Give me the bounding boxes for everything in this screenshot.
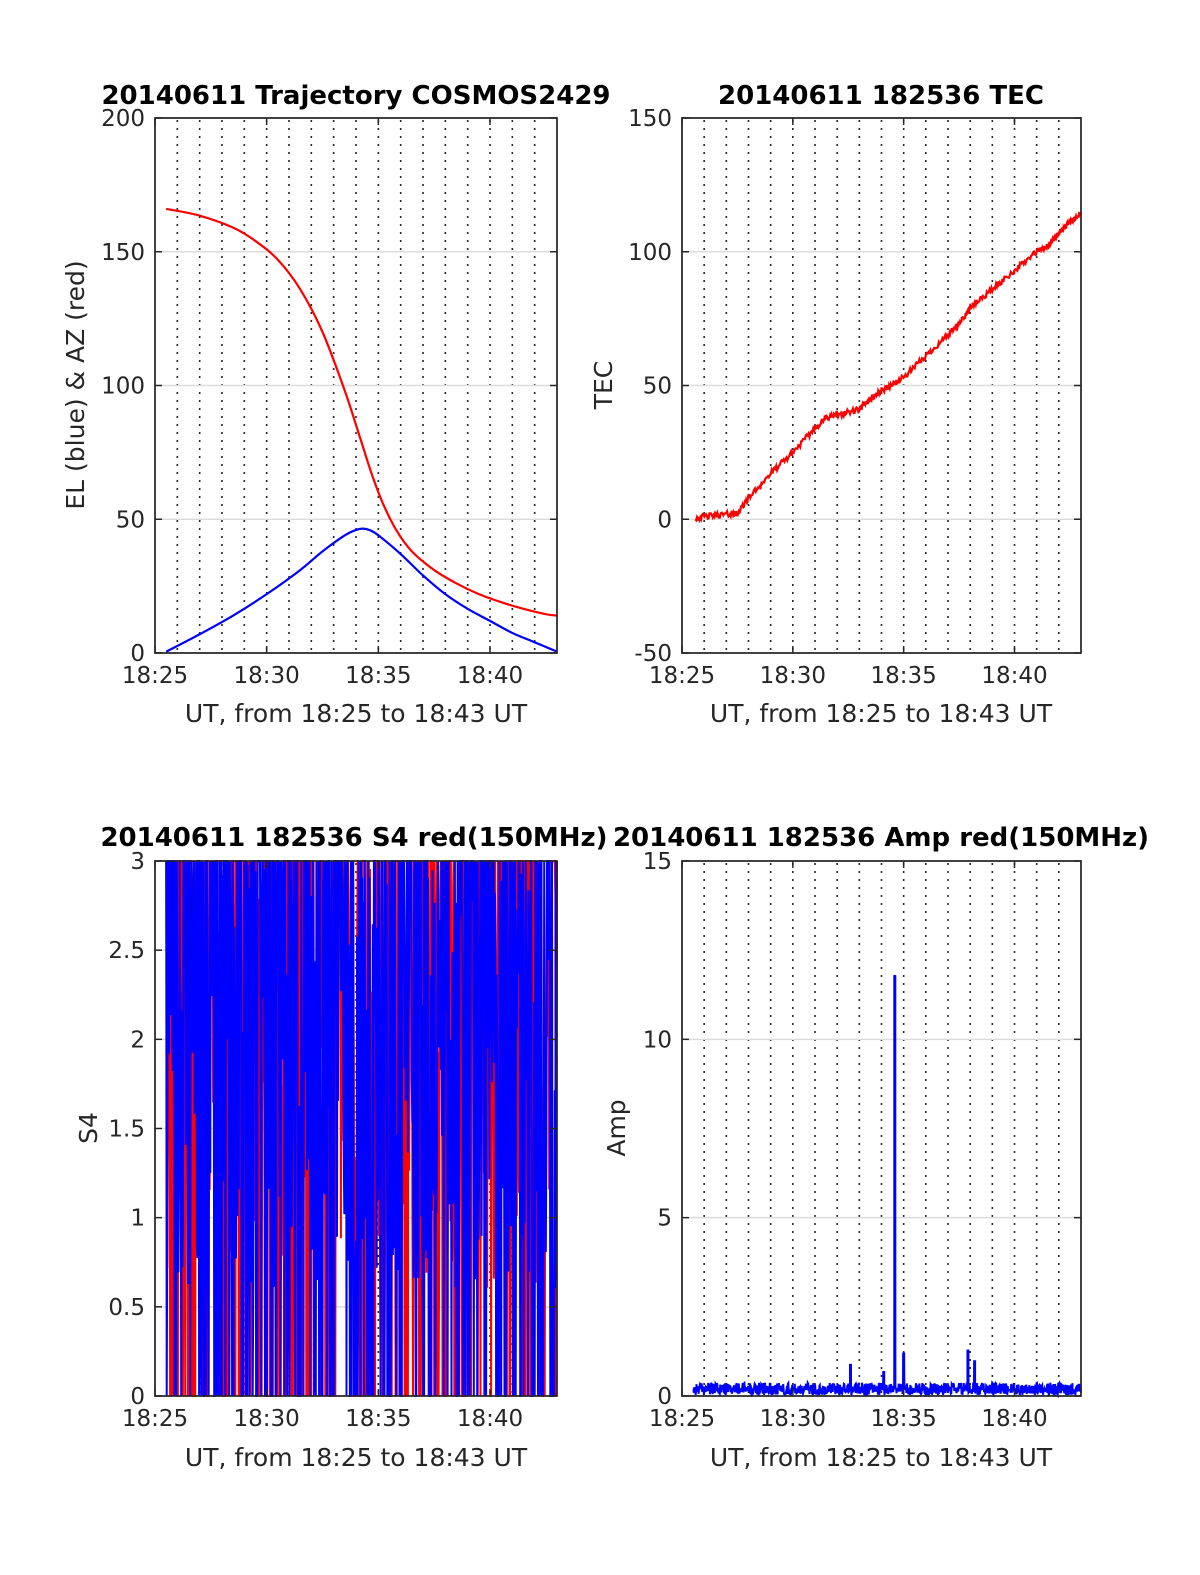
amp-title: 20140611 182536 Amp red(150MHz) bbox=[613, 823, 1149, 853]
tec-y-grid bbox=[682, 251, 1081, 520]
tec-y-tick-label: 0 bbox=[657, 507, 672, 533]
tec-x-tick-label: 18:40 bbox=[981, 663, 1047, 689]
amp-x-grid bbox=[703, 863, 1060, 1394]
tec-series-line bbox=[694, 211, 1083, 524]
s4-series bbox=[165, 860, 558, 1397]
s4-y-tick-label: 1 bbox=[130, 1206, 145, 1232]
trajectory-series-line bbox=[165, 527, 558, 653]
amp-y-tick-label: 15 bbox=[643, 849, 672, 875]
trajectory-y-tick-label: 50 bbox=[116, 507, 145, 533]
trajectory-y-label: EL (blue) & AZ (red) bbox=[61, 260, 90, 509]
s4-panel: 18:25 18:30 18:35 18:40 0 0.5 1 1.5 2 2.5 3 201406… bbox=[74, 823, 608, 1472]
amp-y-tick-label: 10 bbox=[643, 1027, 672, 1053]
amp-tick-labels: 18:25 18:30 18:35 18:40 0 5 10 15 bbox=[643, 849, 1081, 1432]
tec-y-tick-label: 150 bbox=[628, 106, 672, 132]
tec-panel: 18:25 18:30 18:35 18:40 -50 0 50 100 150 2014061… bbox=[589, 81, 1083, 728]
amp-x-tick-label: 18:40 bbox=[981, 1406, 1047, 1432]
trajectory-y-tick-label: 0 bbox=[130, 641, 145, 667]
amp-y-grid bbox=[682, 1038, 1081, 1219]
s4-y-tick-label: 0 bbox=[130, 1384, 145, 1410]
s4-y-tick-label: 3 bbox=[130, 849, 145, 875]
s4-title: 20140611 182536 S4 red(150MHz) bbox=[100, 823, 607, 853]
trajectory-series bbox=[165, 207, 558, 653]
s4-x-label: UT, from 18:25 to 18:43 UT bbox=[185, 1443, 528, 1472]
amp-x-tick-label: 18:35 bbox=[871, 1406, 937, 1432]
trajectory-x-tick-label: 18:25 bbox=[122, 663, 188, 689]
tec-title: 20140611 182536 TEC bbox=[718, 81, 1044, 111]
amp-y-tick-label: 0 bbox=[657, 1384, 672, 1410]
s4-x-tick-label: 18:30 bbox=[234, 1406, 300, 1432]
trajectory-y-grid bbox=[155, 251, 557, 520]
tec-tick-labels: 18:25 18:30 18:35 18:40 -50 0 50 100 150 bbox=[628, 106, 1081, 689]
amp-series-line bbox=[692, 975, 1082, 1399]
amp-series bbox=[692, 975, 1082, 1399]
amp-y-label: Amp bbox=[602, 1099, 631, 1156]
s4-series-line bbox=[165, 860, 558, 1397]
tec-axes-border bbox=[681, 117, 1082, 654]
trajectory-x-tick-label: 18:30 bbox=[234, 663, 300, 689]
s4-y-tick-label: 0.5 bbox=[108, 1295, 145, 1321]
trajectory-title: 20140611 Trajectory COSMOS2429 bbox=[101, 81, 610, 111]
trajectory-y-tick-label: 200 bbox=[101, 106, 145, 132]
s4-x-tick-label: 18:25 bbox=[122, 1406, 188, 1432]
trajectory-x-label: UT, from 18:25 to 18:43 UT bbox=[185, 699, 528, 728]
amp-panel: 18:25 18:30 18:35 18:40 0 5 10 15 20140611 1825… bbox=[602, 823, 1149, 1472]
tec-x-tick-label: 18:30 bbox=[760, 663, 826, 689]
trajectory-panel: 18:25 18:30 18:35 18:40 0 50 100 150 200 2014061… bbox=[61, 81, 611, 728]
tec-y-tick-label: -50 bbox=[634, 641, 672, 667]
tec-y-tick-label: 50 bbox=[643, 374, 672, 400]
s4-x-tick-label: 18:35 bbox=[345, 1406, 411, 1432]
amp-x-tick-label: 18:30 bbox=[760, 1406, 826, 1432]
trajectory-y-tick-label: 150 bbox=[101, 240, 145, 266]
amp-x-label: UT, from 18:25 to 18:43 UT bbox=[710, 1443, 1053, 1472]
trajectory-y-tick-label: 100 bbox=[101, 374, 145, 400]
s4-y-tick-label: 1.5 bbox=[108, 1117, 145, 1143]
s4-x-tick-label: 18:40 bbox=[457, 1406, 523, 1432]
tec-x-label: UT, from 18:25 to 18:43 UT bbox=[710, 699, 1053, 728]
tec-y-tick-label: 100 bbox=[628, 240, 672, 266]
tec-x-tick-label: 18:25 bbox=[649, 663, 715, 689]
tec-x-tick-label: 18:35 bbox=[871, 663, 937, 689]
s4-y-tick-label: 2 bbox=[130, 1027, 145, 1053]
s4-tick-labels: 18:25 18:30 18:35 18:40 0 0.5 1 1.5 2 2.5 3 bbox=[108, 849, 557, 1432]
tec-y-label: TEC bbox=[589, 361, 618, 411]
s4-y-label: S4 bbox=[74, 1112, 103, 1144]
trajectory-tick-labels: 18:25 18:30 18:35 18:40 0 50 100 150 200 bbox=[101, 106, 557, 689]
trajectory-x-tick-label: 18:35 bbox=[345, 663, 411, 689]
amp-y-tick-label: 5 bbox=[657, 1206, 672, 1232]
trajectory-axes-border bbox=[154, 117, 558, 654]
s4-y-tick-label: 2.5 bbox=[108, 938, 145, 964]
trajectory-series-line bbox=[165, 207, 558, 617]
trajectory-x-tick-label: 18:40 bbox=[457, 663, 523, 689]
tec-series bbox=[694, 211, 1083, 524]
amp-axes-border bbox=[681, 860, 1082, 1397]
s4-axes-border bbox=[154, 860, 558, 1397]
amp-x-tick-label: 18:25 bbox=[649, 1406, 715, 1432]
